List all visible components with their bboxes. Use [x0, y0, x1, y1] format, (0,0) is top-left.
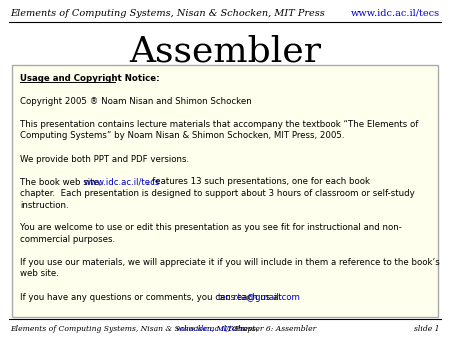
- Text: The book web site,: The book web site,: [20, 177, 104, 187]
- Text: instruction.: instruction.: [20, 200, 68, 210]
- Text: slide 1: slide 1: [414, 325, 440, 333]
- Text: Elements of Computing Systems, Nisan & Schocken, MIT Press: Elements of Computing Systems, Nisan & S…: [10, 8, 325, 18]
- Text: You are welcome to use or edit this presentation as you see fit for instructiona: You are welcome to use or edit this pres…: [20, 223, 402, 233]
- Text: If you have any questions or comments, you can reach us at: If you have any questions or comments, y…: [20, 292, 284, 301]
- Text: , Chapter 6: Assembler: , Chapter 6: Assembler: [225, 325, 316, 333]
- Text: This presentation contains lecture materials that accompany the textbook “The El: This presentation contains lecture mater…: [20, 120, 418, 129]
- FancyBboxPatch shape: [12, 65, 438, 317]
- Text: Computing Systems” by Noam Nisan & Shimon Schocken, MIT Press, 2005.: Computing Systems” by Noam Nisan & Shimo…: [20, 131, 345, 141]
- Text: Copyright 2005 ® Noam Nisan and Shimon Schocken: Copyright 2005 ® Noam Nisan and Shimon S…: [20, 97, 252, 106]
- Text: We provide both PPT and PDF versions.: We provide both PPT and PDF versions.: [20, 154, 189, 164]
- Text: If you use our materials, we will appreciate it if you will include in them a re: If you use our materials, we will apprec…: [20, 258, 440, 267]
- Text: commercial purposes.: commercial purposes.: [20, 235, 115, 244]
- Text: tecs.ta@gmail.com: tecs.ta@gmail.com: [218, 292, 301, 301]
- Text: www.idc.ac.il/tecs: www.idc.ac.il/tecs: [351, 8, 440, 18]
- Text: chapter.  Each presentation is designed to support about 3 hours of classroom or: chapter. Each presentation is designed t…: [20, 189, 415, 198]
- Text: web site.: web site.: [20, 269, 59, 279]
- Text: , features 13 such presentations, one for each book: , features 13 such presentations, one fo…: [144, 177, 370, 187]
- Text: Assembler: Assembler: [129, 35, 321, 69]
- Text: www.idc.ac.il/tecs: www.idc.ac.il/tecs: [84, 177, 160, 187]
- Text: Usage and Copyright Notice:: Usage and Copyright Notice:: [20, 74, 160, 83]
- Text: www.idc.ac.il/tecs: www.idc.ac.il/tecs: [176, 325, 245, 333]
- Text: Elements of Computing Systems, Nisan & Schocken, MIT Press,: Elements of Computing Systems, Nisan & S…: [10, 325, 263, 333]
